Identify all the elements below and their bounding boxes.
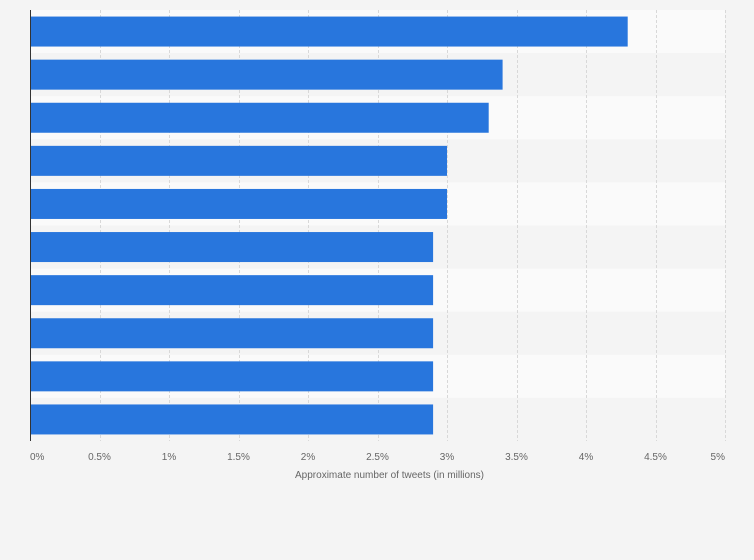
x-tick-label: 4% <box>579 452 594 463</box>
x-tick-label: 5% <box>711 452 726 463</box>
bar <box>30 318 434 349</box>
x-tick-label: 3% <box>440 452 455 463</box>
bar <box>30 102 489 133</box>
bar <box>30 16 628 47</box>
bar <box>30 404 434 435</box>
x-tick-label: 1% <box>162 452 177 463</box>
x-tick-labels: 0% 0.5% 1% 1.5% 2% 2.5% 3% 3.5% 4% 4.5% 5% <box>30 452 725 463</box>
bar <box>30 188 447 219</box>
x-tick-label: 4.5% <box>644 452 667 463</box>
x-tick-label: 2.5% <box>366 452 389 463</box>
x-tick-label: 3.5% <box>505 452 528 463</box>
bars <box>30 16 628 435</box>
bar <box>30 232 434 263</box>
x-tick-label: 2% <box>301 452 316 463</box>
bar <box>30 361 434 392</box>
x-tick-label: 1.5% <box>227 452 250 463</box>
bar <box>30 145 447 176</box>
x-tick-label: 0.5% <box>88 452 111 463</box>
bar <box>30 59 503 90</box>
bar <box>30 275 434 306</box>
x-axis-title: Approximate number of tweets (in million… <box>295 470 484 481</box>
x-tick-label: 0% <box>30 452 45 463</box>
